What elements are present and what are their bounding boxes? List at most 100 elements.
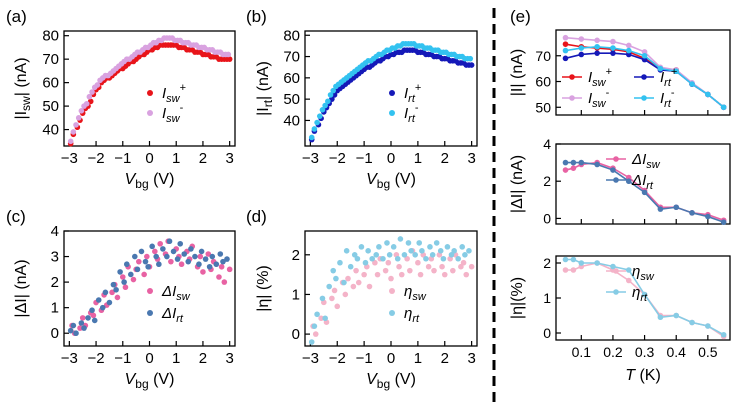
data-point [226,266,233,273]
x-tick-label: −1 [114,150,131,167]
data-point [85,315,91,321]
legend-entry: ΔIrt [147,305,184,325]
legend-label-sup: - [180,102,184,114]
data-point [440,255,447,262]
data-point [451,248,457,254]
legend-label: ΔIsw [161,283,191,303]
legend-entry: Irt+ [634,66,677,89]
legend-label-sub: rt [408,113,416,125]
legend-label-sup: + [415,82,421,94]
legend-label-sub: sw [592,77,607,89]
data-point [218,263,225,270]
data-point [610,263,616,270]
y-tick-label: 1 [292,286,300,303]
data-point [467,55,474,62]
legend-label-main: ΔI [161,283,176,300]
data-point [570,267,577,273]
legend-marker [569,74,575,80]
x-tick-label: 0 [387,350,395,367]
y-axis-label: |η|(%) [509,277,526,319]
data-point [308,134,315,141]
legend-marker [147,90,153,96]
data-point [78,320,85,326]
y-axis-label-main: |I [509,88,526,97]
y-tick-label: 1 [543,290,551,306]
data-point [366,283,373,290]
data-point [689,81,695,87]
data-point [329,295,335,302]
data-point [394,255,401,262]
data-point [441,271,448,278]
data-point [94,82,101,88]
data-point [141,271,147,278]
x-tick-label: 2 [441,350,449,367]
data-point [625,47,632,54]
x-tick-label: 3 [467,150,475,167]
legend-marker [389,288,395,294]
y-axis-label-main: |I [13,111,30,120]
data-point [160,246,166,252]
legend-label-sup: - [671,87,675,99]
legend-label: Isw+ [162,82,186,105]
x-tick-label: 0 [145,150,153,167]
data-point [311,323,318,329]
data-point [122,284,129,291]
data-point [396,263,402,270]
data-point [578,36,585,42]
data-point [178,261,185,268]
x-tick-label: 0.2 [603,344,623,360]
legend-label-main: I [660,69,664,86]
legend-entry: Isw- [147,102,184,125]
series-ΔIrt [562,159,727,225]
data-point [610,38,616,45]
data-point [334,303,341,310]
data-point [327,92,334,98]
data-point [417,271,424,278]
data-point [319,295,326,302]
legend-entry: ΔIsw [147,283,191,303]
series-Isw- [67,35,232,145]
data-point [673,204,680,211]
data-point [326,283,332,290]
data-point [70,322,77,329]
data-point [200,269,206,275]
x-tick-label: 1 [414,150,422,167]
y-tick-label: 80 [283,27,300,44]
data-point [444,244,451,250]
y-axis-label: |Irt| (nA) [255,61,275,116]
data-point [149,243,155,250]
x-tick-label: 0 [145,350,153,367]
legend-label-main: I [404,85,408,102]
legend-label-sup: - [415,102,419,114]
legend-marker [613,177,619,183]
x-tick-label: −3 [61,350,78,367]
legend-entry: ηsw [606,263,655,283]
data-point [347,263,354,270]
data-point [308,339,315,345]
legend-label: Irt- [660,87,675,110]
plot-frame [555,143,731,225]
data-point [673,312,680,319]
data-point [720,219,727,225]
y-tick-label: 4 [543,136,551,152]
panel-label: (a) [6,7,27,26]
data-point [205,251,212,257]
data-point [594,43,600,50]
data-point [416,240,423,246]
data-point [121,279,127,285]
data-point [196,261,202,268]
y-tick-label: 3 [51,249,59,266]
data-point [73,122,79,128]
data-point [314,311,320,318]
data-point [132,253,138,260]
y-axis-label-unit: | (nA) [255,61,272,100]
y-tick-label: 2 [51,274,59,291]
y-tick-label: 0 [292,326,300,343]
legend-marker [389,90,395,96]
x-tick-label: 2 [199,150,207,167]
y-axis-label-unit: | (nA) [13,57,30,96]
data-point [386,251,393,258]
